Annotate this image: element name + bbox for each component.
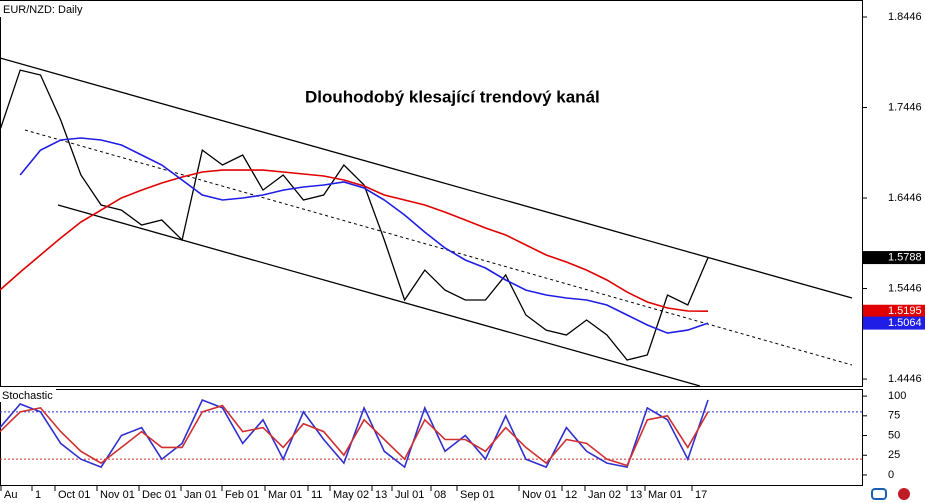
series-line	[0, 169, 709, 312]
stoch-title: Stochastic	[2, 390, 53, 402]
x-tick-label: Jan 02	[588, 489, 621, 501]
x-tick-label: Nov 01	[522, 489, 557, 501]
icon-link[interactable]	[871, 488, 887, 500]
y-tick-label: 1.8446	[888, 11, 922, 23]
x-tick-label: 1	[35, 489, 41, 501]
price-tag-label: 1.5788	[888, 251, 922, 263]
channel-upper	[0, 57, 853, 299]
series-line	[0, 398, 709, 469]
x-tick-label: Feb 01	[225, 489, 259, 501]
stoch-title-bg	[0, 389, 56, 402]
x-tick-label: 17	[695, 489, 707, 501]
x-tick-label: May 02	[333, 489, 369, 501]
x-tick-label: 12	[565, 489, 577, 501]
x-tick-label: Dec 01	[142, 489, 177, 501]
title-bg	[0, 1, 88, 17]
x-tick-label: Au	[4, 489, 17, 501]
stoch-panel	[0, 389, 863, 486]
series-line	[0, 69, 709, 361]
x-tick-label: Mar 01	[268, 489, 302, 501]
y-tick-label: 25	[888, 449, 900, 461]
x-tick-label: 11	[311, 489, 322, 501]
y-tick-label: 75	[888, 410, 900, 422]
y-tick-label: 1.5446	[888, 282, 922, 294]
series-line	[19, 137, 709, 334]
chart-title: EUR/NZD: Daily	[3, 4, 83, 16]
x-tick-label: Sep 01	[460, 489, 495, 501]
x-tick-label: Jul 01	[395, 489, 424, 501]
x-tick-label: Jan 01	[184, 489, 217, 501]
x-tick-label: 08	[434, 489, 446, 501]
price-tag	[863, 304, 925, 318]
x-tick-label: Mar 01	[648, 489, 682, 501]
series-line	[0, 404, 709, 467]
icons[interactable]	[871, 488, 910, 500]
price-tag	[863, 251, 925, 265]
x-tick-label: Oct 01	[58, 489, 90, 501]
main-panel	[0, 0, 863, 387]
y-tick-label: 100	[888, 390, 906, 402]
price-tag-label: 1.5195	[888, 305, 922, 317]
y-tick-label: 0	[888, 469, 894, 481]
y-tick-label: 50	[888, 429, 900, 441]
x-tick-label: 13	[375, 489, 387, 501]
channel-lower	[57, 204, 701, 387]
icon-close[interactable]	[898, 488, 910, 500]
price-tag-label: 1.5064	[888, 317, 922, 329]
y-tick-label: 1.6446	[888, 192, 922, 204]
x-tick-label: Nov 01	[100, 489, 135, 501]
annotation: Dlouhodobý klesající trendový kanál	[305, 87, 600, 106]
y-tick-label: 1.4446	[888, 373, 922, 385]
x-tick-label: 13	[630, 489, 642, 501]
channel-mid	[24, 129, 853, 366]
price-tag	[863, 316, 925, 330]
y-tick-label: 1.7446	[888, 101, 922, 113]
